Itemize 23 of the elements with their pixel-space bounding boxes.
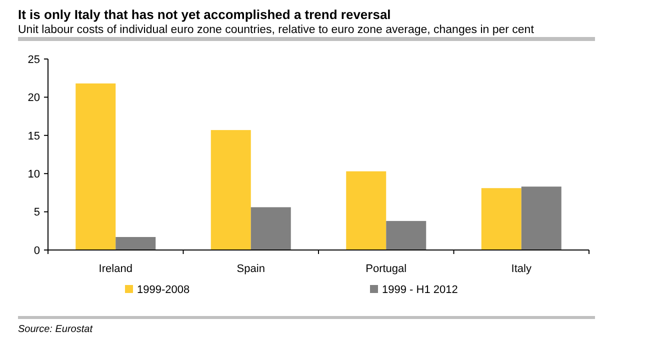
chart-subtitle: Unit labour costs of individual euro zone countries, relative to euro zone average, changes in per cent <box>18 24 535 36</box>
y-tick-label: 0 <box>34 244 40 257</box>
bar <box>386 220 426 250</box>
legend-label: 1999-2008 <box>137 284 190 296</box>
chart-title: It is only Italy that has not yet accomplished a trend reversal <box>18 7 391 22</box>
y-tick-label: 15 <box>28 130 40 142</box>
x-tick-label: Spain <box>236 263 265 275</box>
legend-label: 1999 - H1 2012 <box>382 284 458 296</box>
bar <box>116 237 156 250</box>
bar <box>76 83 116 250</box>
bar <box>250 207 291 250</box>
source-note: Source: Eurostat <box>18 324 94 335</box>
y-tick-label: 20 <box>28 92 40 104</box>
x-tick-label: Ireland <box>98 263 132 275</box>
bar <box>346 171 386 250</box>
x-tick-label: Portugal <box>366 263 407 275</box>
x-tick-label: Italy <box>511 263 532 275</box>
y-tick-label: 10 <box>28 168 40 180</box>
y-tick-label: 25 <box>28 54 40 66</box>
bar <box>481 188 522 250</box>
y-tick-label: 5 <box>34 206 40 219</box>
bar <box>210 130 251 250</box>
bar <box>521 186 562 250</box>
